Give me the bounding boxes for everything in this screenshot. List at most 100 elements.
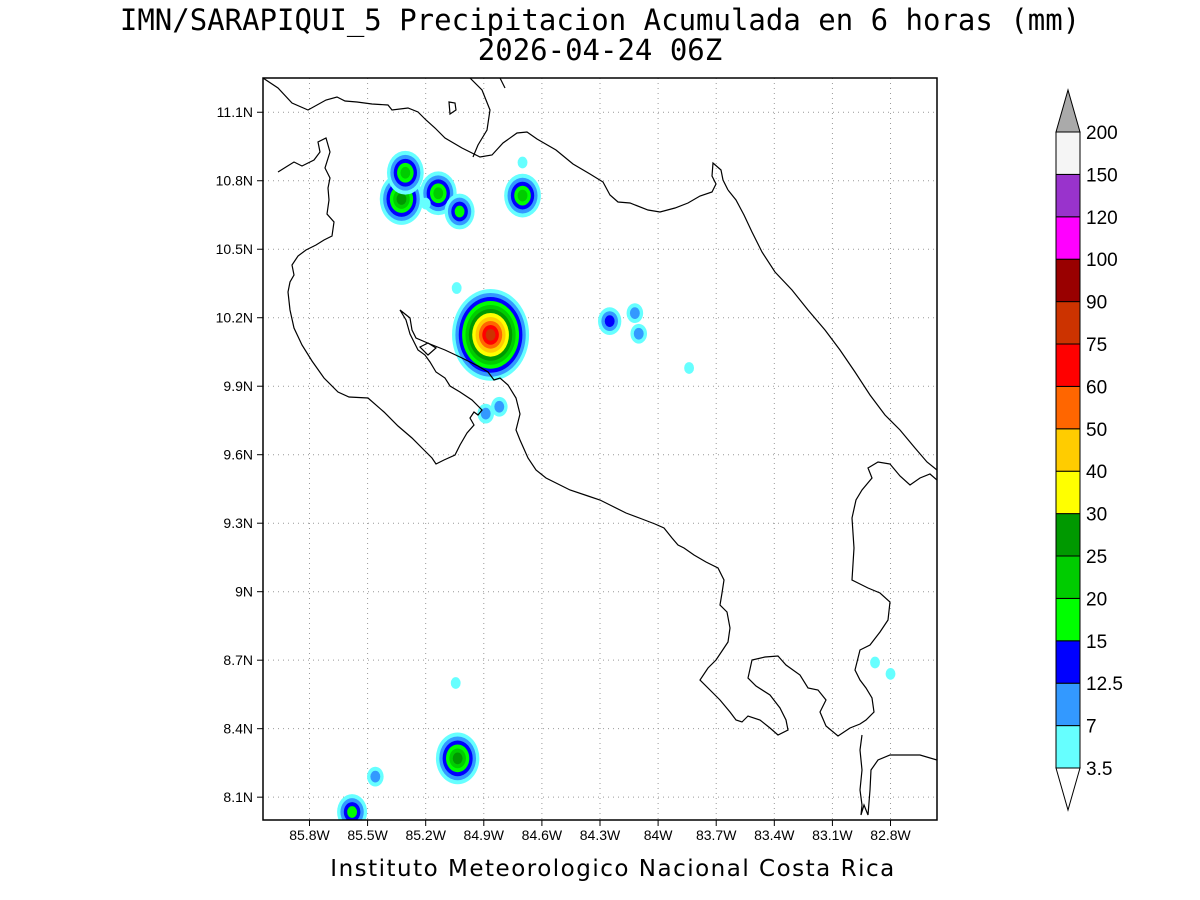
rain-cell bbox=[435, 732, 480, 785]
rain-contour bbox=[452, 752, 463, 765]
coastline-borders bbox=[263, 78, 937, 816]
rain-contour bbox=[480, 407, 491, 420]
y-tick-label: 8.1N bbox=[223, 789, 253, 805]
colorbar-level-label: 120 bbox=[1086, 208, 1118, 229]
rain-contour bbox=[347, 806, 358, 818]
rain-contour bbox=[633, 327, 644, 340]
rain-contour bbox=[517, 156, 528, 169]
colorbar-swatch bbox=[1055, 555, 1081, 599]
colorbar-swatch bbox=[1055, 301, 1081, 345]
x-tick-label: 85.2W bbox=[405, 827, 446, 843]
x-tick-label: 85.8W bbox=[289, 827, 330, 843]
rain-contour bbox=[433, 187, 444, 200]
x-tick-label: 83.4W bbox=[754, 827, 795, 843]
colorbar-swatch bbox=[1055, 385, 1081, 430]
y-tick-label: 10.5N bbox=[216, 241, 253, 257]
lake-nicaragua-east-shore bbox=[499, 78, 506, 89]
x-tick-label: 84W bbox=[644, 827, 674, 843]
y-tick-label: 10.8N bbox=[216, 173, 253, 189]
colorbar-swatch bbox=[1055, 258, 1081, 303]
rain-cell bbox=[684, 362, 695, 374]
colorbar-swatch bbox=[1055, 513, 1081, 557]
rain-cell bbox=[490, 396, 508, 417]
footer-credit: Instituto Meteorologico Nacional Costa R… bbox=[330, 856, 896, 882]
y-tick-label: 10.2N bbox=[216, 310, 253, 326]
colorbar-swatch bbox=[1055, 470, 1081, 515]
rain-cell bbox=[504, 173, 541, 218]
rain-contour bbox=[517, 189, 528, 202]
y-tick-label: 8.4N bbox=[223, 721, 253, 737]
rain-contour bbox=[885, 668, 896, 680]
y-tick-label: 9.3N bbox=[223, 515, 253, 531]
rain-contour bbox=[450, 677, 461, 689]
rain-cell bbox=[444, 193, 475, 230]
rain-contour bbox=[629, 307, 640, 320]
colorbar-level-label: 50 bbox=[1086, 420, 1107, 441]
rain-contour bbox=[485, 328, 496, 341]
nicaragua-border-north bbox=[263, 78, 729, 213]
colorbar-level-label: 12.5 bbox=[1086, 674, 1123, 695]
rain-contour bbox=[454, 205, 465, 218]
rain-contour bbox=[400, 166, 411, 179]
colorbar-swatch bbox=[1055, 216, 1081, 260]
rain-cell bbox=[450, 677, 461, 689]
colorbar-swatch bbox=[1055, 343, 1081, 387]
rain-cell bbox=[517, 156, 528, 169]
y-tick-label: 9N bbox=[235, 584, 253, 600]
chart-title: IMN/SARAPIQUI_5 Precipitacion Acumulada … bbox=[119, 3, 1081, 37]
x-tick-label: 82.8W bbox=[870, 827, 911, 843]
rain-cell bbox=[337, 794, 368, 820]
rain-cell bbox=[451, 282, 462, 294]
small-island bbox=[448, 101, 457, 116]
colorbar-lower-arrow bbox=[1055, 767, 1081, 812]
gulf-nicoya-island bbox=[418, 342, 438, 356]
rain-cell bbox=[386, 150, 424, 195]
colorbar-level-label: 60 bbox=[1086, 377, 1107, 398]
colorbar-upper-arrow bbox=[1055, 88, 1081, 133]
colorbar-swatch bbox=[1055, 640, 1081, 684]
pacific-coast-guanacaste bbox=[277, 137, 937, 737]
colorbar-level-label: 20 bbox=[1086, 589, 1107, 610]
x-tick-label: 84.3W bbox=[580, 827, 621, 843]
colorbar-level-label: 3.5 bbox=[1086, 759, 1112, 780]
colorbar-level-label: 90 bbox=[1086, 293, 1107, 314]
rain-cell bbox=[367, 766, 384, 787]
colorbar-legend: 3.5 7 12.5 15 20 25 30 40 50 60 75 90 100 120 150 200 bbox=[1055, 88, 1123, 812]
rain-contour bbox=[494, 400, 505, 413]
rain-cell bbox=[630, 323, 648, 344]
y-tick-label: 8.7N bbox=[223, 652, 253, 668]
colorbar-level-label: 30 bbox=[1086, 505, 1107, 526]
x-tick-label: 84.6W bbox=[522, 827, 563, 843]
y-tick-label: 11.1N bbox=[217, 104, 253, 120]
rain-cell bbox=[598, 307, 622, 336]
rain-cell bbox=[420, 197, 431, 210]
colorbar-level-label: 100 bbox=[1086, 250, 1118, 271]
rain-cell bbox=[885, 668, 896, 680]
axis-ticks: 85.8W 85.5W 85.2W 84.9W 84.6W 84.3W 84W 83.7W 83… bbox=[216, 104, 912, 843]
rain-contour bbox=[370, 770, 381, 783]
rain-cell bbox=[477, 403, 495, 424]
x-tick-label: 83.7W bbox=[696, 827, 737, 843]
colorbar-level-label: 200 bbox=[1086, 123, 1118, 144]
colorbar-level-label: 25 bbox=[1086, 547, 1107, 568]
rain-contour bbox=[870, 656, 880, 669]
colorbar-swatch bbox=[1055, 428, 1081, 472]
colorbar-swatch bbox=[1055, 173, 1081, 218]
colorbar-level-label: 15 bbox=[1086, 632, 1107, 653]
rain-contour bbox=[396, 193, 407, 205]
x-tick-label: 85.5W bbox=[347, 827, 388, 843]
x-tick-label: 83.1W bbox=[812, 827, 853, 843]
rain-cell bbox=[452, 288, 530, 381]
rain-contour bbox=[420, 197, 431, 210]
y-tick-label: 9.6N bbox=[223, 447, 253, 463]
colorbar-level-label: 7 bbox=[1086, 717, 1097, 738]
panama-border-south bbox=[859, 734, 937, 816]
rain-contour bbox=[451, 282, 462, 294]
colorbar-swatch bbox=[1055, 725, 1081, 769]
colorbar-level-label: 40 bbox=[1086, 462, 1107, 483]
x-tick-label: 84.9W bbox=[464, 827, 505, 843]
rain-contour bbox=[684, 362, 695, 374]
y-tick-label: 9.9N bbox=[223, 378, 253, 394]
lake-nicaragua-shore bbox=[469, 78, 491, 158]
